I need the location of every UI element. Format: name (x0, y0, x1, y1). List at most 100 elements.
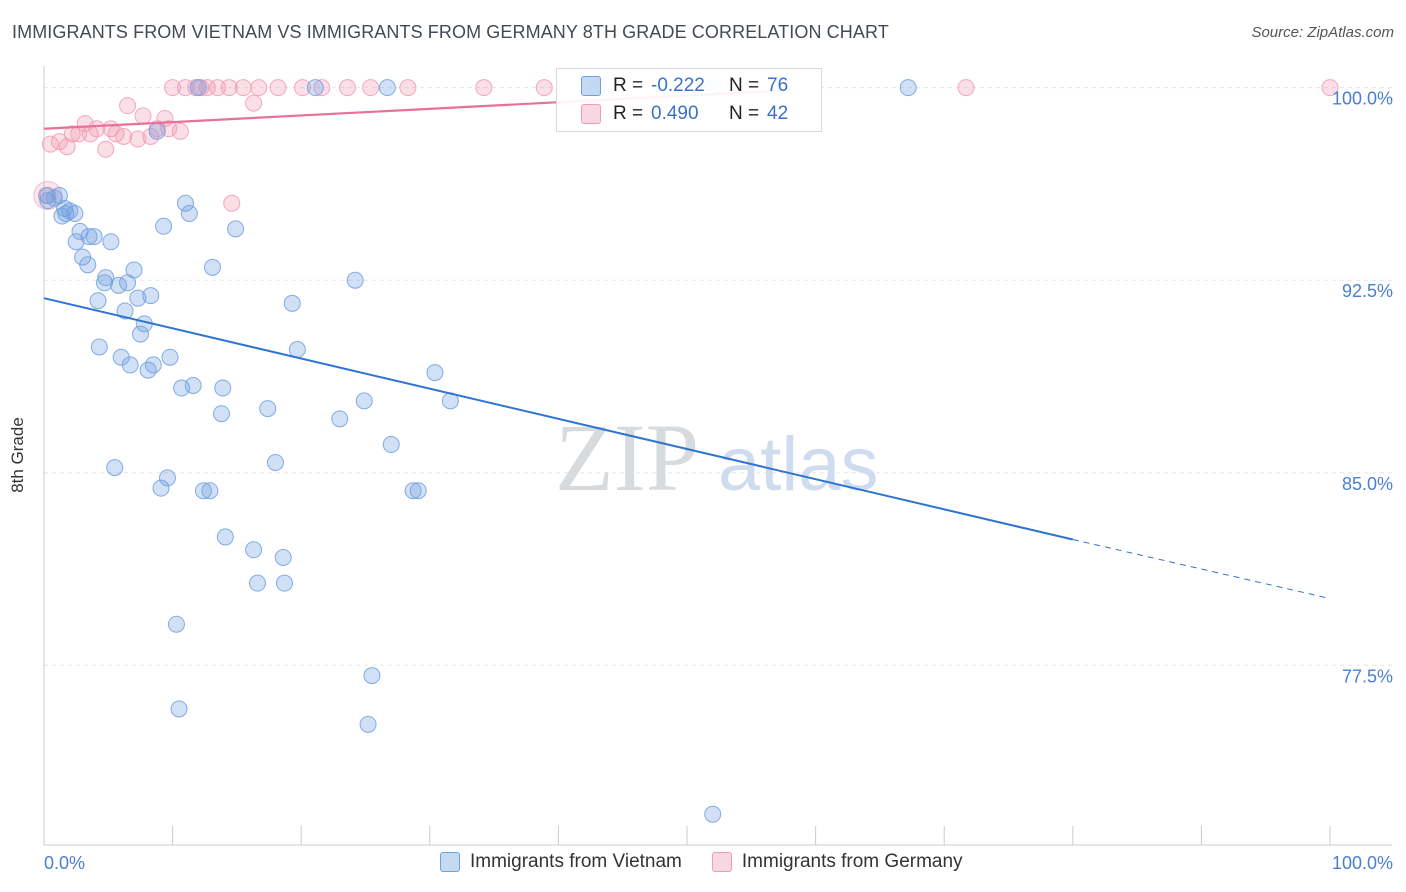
vietnam-point (67, 233, 85, 251)
germany-point (1321, 79, 1339, 97)
vietnam-point (139, 361, 157, 379)
vietnam-point (704, 805, 722, 823)
vietnam-point (248, 574, 266, 592)
vietnam-point (50, 186, 68, 204)
axes (43, 66, 1392, 846)
vietnam-point (155, 217, 173, 235)
vietnam-point (116, 302, 134, 320)
r-value-germany: 0.490 (651, 103, 699, 124)
n-label: N = (729, 103, 760, 124)
vietnam-point (212, 405, 230, 423)
vietnam-point (97, 269, 115, 287)
vietnam-point (426, 364, 444, 382)
vietnam-point (80, 228, 98, 246)
n-label: N = (729, 75, 760, 96)
germany-point (119, 97, 137, 115)
vietnam-point (201, 482, 219, 500)
vietnam-point (90, 338, 108, 356)
vietnam-point (131, 325, 149, 343)
vietnam-legend-swatch (440, 852, 460, 872)
germany-point (293, 79, 311, 97)
y-tick-label: 77.5% (1342, 666, 1393, 686)
vietnam-point (180, 204, 198, 222)
vietnam-point (158, 469, 176, 487)
vietnam-point (176, 194, 194, 212)
germany-point (250, 79, 268, 97)
legend-label-vietnam: Immigrants from Vietnam (470, 851, 682, 872)
vietnam-point (45, 189, 63, 207)
germany-point (269, 79, 287, 97)
vietnam-point (899, 79, 917, 97)
watermark: ZIP atlas (555, 404, 879, 511)
vietnam-point (102, 233, 120, 251)
tick-labels: 100.0% 92.5% 85.0% 77.5% 0.0% 100.0% (44, 89, 1393, 873)
vietnam-point (259, 400, 277, 418)
stats-row-vietnam: R = -0.222 N = 76 (557, 72, 788, 100)
watermark-zip: ZIP (555, 404, 699, 511)
germany-point (338, 79, 356, 97)
y-tick-label: 85.0% (1342, 474, 1393, 494)
vietnam-point (161, 348, 179, 366)
vietnam-point (306, 79, 324, 97)
vietnam-point (363, 667, 381, 685)
vietnam-point (144, 356, 162, 374)
vietnam-point (66, 204, 84, 222)
vietnam-point (167, 615, 185, 633)
vietnam-point (355, 392, 373, 410)
vietnam-point (79, 256, 97, 274)
vietnam-point (275, 574, 293, 592)
vietnam-point (142, 287, 160, 305)
germany-point (220, 79, 238, 97)
germany-swatch (581, 104, 601, 124)
y-tick-label: 92.5% (1342, 281, 1393, 301)
germany-point (134, 107, 152, 125)
germany-point (129, 130, 147, 148)
vietnam-point (382, 436, 400, 454)
legend-item-germany[interactable]: Immigrants from Germany (711, 851, 963, 873)
vietnam-point (245, 541, 263, 559)
vietnam-point (378, 79, 396, 97)
vietnam-point (106, 459, 124, 477)
source-label: Source: ZipAtlas.com (1251, 24, 1394, 41)
trend-lines (43, 89, 1331, 600)
chart-title: IMMIGRANTS FROM VIETNAM VS IMMIGRANTS FR… (12, 22, 889, 42)
n-value-germany: 42 (767, 103, 789, 124)
germany-point (171, 122, 189, 140)
vietnam-point (227, 220, 245, 238)
r-value-vietnam: -0.222 (651, 75, 705, 96)
vietnam-swatch (581, 76, 601, 96)
vietnam-point (121, 356, 139, 374)
vietnam-point (129, 289, 147, 307)
germany-point (164, 79, 182, 97)
vietnam-point (184, 376, 202, 394)
germany-point (223, 194, 241, 212)
y-tick-label: 100.0% (1332, 89, 1393, 109)
germany-point (58, 138, 76, 156)
watermark-atlas: atlas (718, 422, 879, 507)
vietnam-point (148, 122, 166, 140)
germany-point (63, 125, 81, 143)
vietnam-point (61, 202, 79, 220)
vietnam-point (404, 482, 422, 500)
vietnam-point (283, 294, 301, 312)
gridlines (44, 87, 1392, 666)
vietnam-point (359, 715, 377, 733)
vietnam-point (214, 379, 232, 397)
vietnam-point (194, 482, 212, 500)
vietnam-point (189, 79, 207, 97)
germany-point (88, 120, 106, 138)
vietnam-point (346, 271, 364, 289)
x-tick-label: 100.0% (1332, 853, 1393, 873)
germany-point (399, 79, 417, 97)
n-value-vietnam: 76 (767, 75, 789, 96)
germany-point (535, 79, 553, 97)
germany-point (362, 79, 380, 97)
germany-point (176, 79, 194, 97)
vietnam-trend-extension (1072, 539, 1331, 600)
germany-point (115, 127, 133, 145)
legend-item-vietnam[interactable]: Immigrants from Vietnam (440, 851, 682, 873)
r-label: R = (613, 103, 644, 124)
vietnam-point (274, 548, 292, 566)
vietnam-point (409, 482, 427, 500)
